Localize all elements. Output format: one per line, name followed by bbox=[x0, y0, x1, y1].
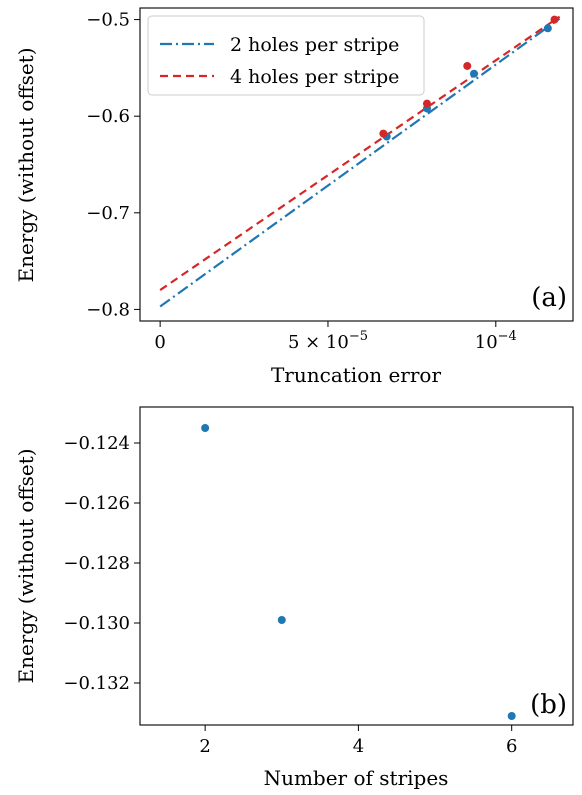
b-panel-tag: (b) bbox=[530, 690, 567, 720]
b-axes-frame bbox=[139, 406, 574, 726]
b-y-tick-label: −0.130 bbox=[63, 613, 130, 634]
a-fit-line-series-1 bbox=[159, 15, 561, 291]
b-y-tick-label: −0.124 bbox=[63, 433, 130, 454]
a-y-tick-label: −0.8 bbox=[86, 299, 130, 320]
b-data-points bbox=[201, 424, 516, 720]
a-y-tick-label: −0.5 bbox=[86, 10, 130, 31]
a-point-series-1 bbox=[550, 15, 559, 24]
a-y-tick-label: −0.7 bbox=[86, 203, 130, 224]
b-x-tick-label: 2 bbox=[199, 736, 210, 757]
a-y-axis-label: Energy (without offset) bbox=[14, 47, 38, 282]
a-point-series-1 bbox=[379, 129, 388, 138]
a-legend-label-series-0: 2 holes per stripe bbox=[230, 34, 399, 56]
a-point-series-1 bbox=[463, 61, 472, 70]
a-data-points bbox=[379, 15, 559, 141]
b-point-series-0 bbox=[507, 712, 516, 720]
a-x-ticks: 0 5 × 10−5 10−4 bbox=[154, 321, 517, 353]
b-y-ticks: −0.124 −0.126 −0.128 −0.130 −0.132 bbox=[63, 433, 140, 694]
b-x-tick-label: 6 bbox=[506, 736, 517, 757]
a-legend: 2 holes per stripe 4 holes per stripe bbox=[147, 15, 425, 96]
b-x-axis-label: Number of stripes bbox=[264, 766, 449, 790]
a-point-series-0 bbox=[543, 24, 552, 33]
a-fit-lines bbox=[159, 15, 561, 308]
a-point-series-1 bbox=[422, 99, 431, 108]
panel-b: 2 4 6 −0.124 −0.126 −0.128 −0.130 −0.132 (b) N… bbox=[14, 406, 574, 790]
a-legend-box bbox=[147, 15, 425, 96]
a-fit-line-series-0 bbox=[159, 17, 561, 308]
a-x-axis-label: Truncation error bbox=[271, 363, 441, 387]
a-point-series-0 bbox=[469, 69, 478, 78]
a-x-tick-label: 5 × 10−5 bbox=[288, 329, 368, 353]
a-x-tick-label: 10−4 bbox=[475, 329, 517, 353]
b-y-tick-label: −0.128 bbox=[63, 553, 130, 574]
panel-a: 0 5 × 10−5 10−4 −0.8 −0.7 −0.6 −0.5 2 holes p… bbox=[14, 7, 574, 387]
b-y-tick-label: −0.132 bbox=[63, 673, 130, 694]
a-legend-label-series-1: 4 holes per stripe bbox=[230, 66, 399, 88]
a-y-tick-label: −0.6 bbox=[86, 106, 130, 127]
a-x-tick-label: 0 bbox=[154, 332, 165, 353]
a-panel-tag: (a) bbox=[531, 283, 567, 313]
a-axes-frame bbox=[139, 7, 574, 322]
a-y-ticks: −0.8 −0.7 −0.6 −0.5 bbox=[86, 10, 140, 320]
b-x-ticks: 2 4 6 bbox=[199, 725, 517, 757]
b-point-series-0 bbox=[201, 424, 210, 432]
b-y-tick-label: −0.126 bbox=[63, 493, 130, 514]
b-point-series-0 bbox=[277, 616, 286, 624]
b-x-tick-label: 4 bbox=[353, 736, 364, 757]
b-y-axis-label: Energy (without offset) bbox=[14, 448, 38, 683]
